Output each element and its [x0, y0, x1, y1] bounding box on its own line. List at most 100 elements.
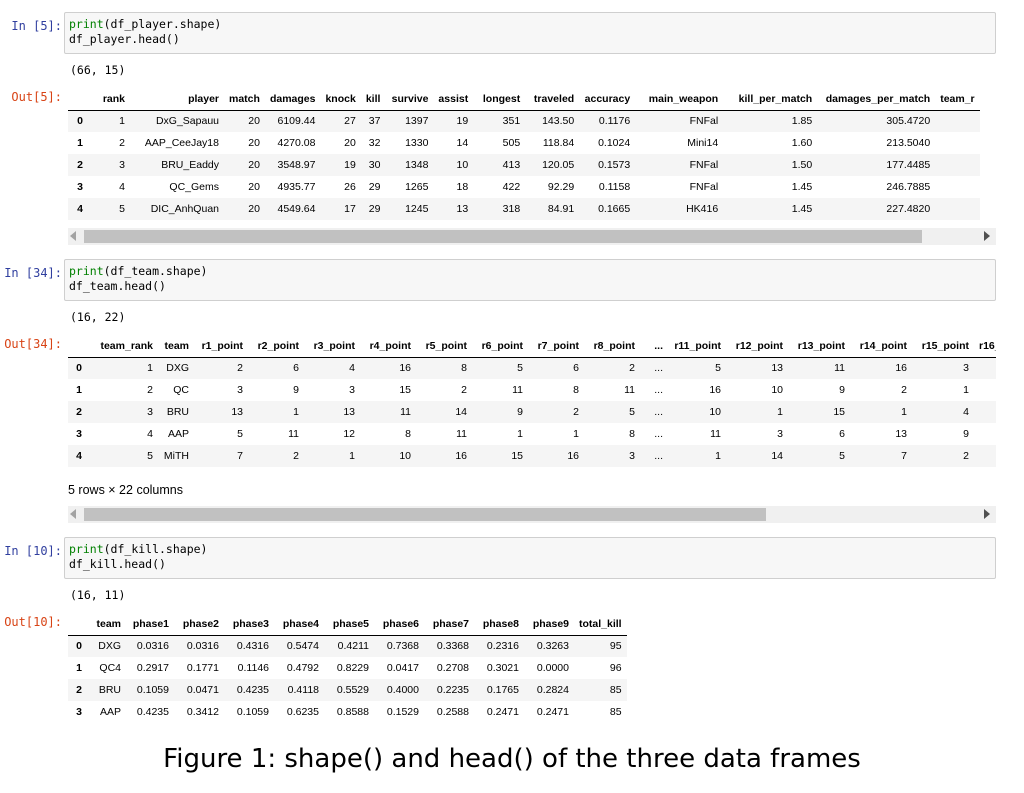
cell1-code-editor[interactable]: print(df_player.shape) df_player.head(): [64, 12, 996, 54]
column-header: phase3: [224, 613, 274, 636]
table-cell: 0.1158: [598, 181, 631, 193]
column-header: r13_point: [788, 335, 850, 358]
code-text: df_team.head(): [69, 279, 166, 293]
table-cell: 318: [502, 203, 521, 215]
table-header-row: team phase1 phase2 phase3 phase4 phase5 phase6…: [68, 613, 627, 636]
table-row: 2 3 BRU 13 1 13 11 14 9 2 5... 10 1 15 1 4: [68, 401, 996, 423]
column-header: longest: [473, 88, 526, 111]
table-cell: 351: [502, 115, 521, 128]
table-cell: 0.2316: [486, 640, 519, 653]
table-cell: 0.7368: [386, 640, 419, 653]
column-header: team: [158, 335, 194, 358]
triangle-right-icon[interactable]: [984, 509, 990, 519]
table-cell: 1: [573, 428, 579, 440]
table-cell: DxG_Sapauu: [155, 115, 219, 128]
cell2-output-prompt: Out[34]:: [4, 337, 62, 351]
table-cell: 19: [456, 115, 469, 128]
table-cell: 11: [288, 428, 299, 440]
cell2-horizontal-scrollbar[interactable]: [68, 506, 996, 523]
table-cell: 0.1024: [598, 137, 631, 149]
column-header: rank: [92, 88, 130, 111]
table-cell: 96: [609, 662, 622, 674]
table-cell: 0.8588: [336, 706, 369, 718]
table-cell: 9: [839, 384, 845, 396]
table-cell: 20: [248, 137, 260, 149]
table-cell: 7: [901, 450, 907, 462]
triangle-right-icon[interactable]: [984, 231, 990, 241]
table-cell: 1330: [405, 137, 429, 149]
table-cell: 0.2235: [436, 684, 469, 696]
row-index: 0: [76, 640, 82, 653]
column-header: total_kill: [574, 613, 627, 636]
table-cell: 0.1146: [237, 662, 269, 674]
table-cell: 0.3021: [486, 662, 519, 674]
table-cell: [935, 154, 979, 176]
column-header: phase7: [424, 613, 474, 636]
table-cell: 1: [777, 406, 783, 418]
table-cell: 3: [147, 406, 153, 418]
table-cell: 37: [368, 115, 381, 128]
cell3-stdout: (16, 11): [70, 588, 126, 602]
table-cell: 85: [609, 684, 622, 696]
table-cell: 92.29: [547, 181, 575, 193]
column-header: team_r: [935, 88, 980, 111]
scrollbar-thumb[interactable]: [84, 508, 766, 521]
table-cell: 0.0316: [186, 640, 219, 653]
table-row: 4 5 MiTH 7 2 1 10 16 15 16 3... 1 14 5 7 2: [68, 445, 996, 467]
column-header: kill: [360, 88, 386, 111]
table-cell: 16: [455, 450, 467, 462]
table-row: 2 3 BRU_Eaddy 20 3548.97 19 30 1348 10 413 120.05 0…: [68, 154, 980, 176]
code-text: (df_player.shape): [103, 17, 222, 31]
table-cell: 6: [839, 428, 845, 440]
table-cell: 10: [709, 406, 721, 418]
table-cell: 5: [715, 362, 721, 375]
column-header: accuracy: [579, 88, 636, 111]
table-cell: 29: [368, 203, 381, 215]
table-cell: 1: [715, 450, 721, 462]
table-cell: 422: [502, 181, 521, 193]
table-cell: DXG: [166, 362, 189, 375]
triangle-left-icon[interactable]: [70, 231, 76, 241]
table-row: 1 2 AAP_CeeJay18 20 4270.08 20 32 1330 14 505 118.…: [68, 132, 980, 154]
row-index: 4: [76, 450, 82, 462]
cell1-horizontal-scrollbar[interactable]: [68, 228, 996, 245]
table-cell: 13: [895, 428, 907, 440]
table-cell: 27: [344, 115, 356, 128]
column-header: match: [224, 88, 265, 111]
table-row: 3 4 AAP 5 11 12 8 11 1 1 8... 11 3 6 13 9: [68, 423, 996, 445]
table-cell: 1.50: [791, 159, 813, 171]
code-text: df_kill.head(): [69, 557, 166, 571]
cell3-code-editor[interactable]: print(df_kill.shape) df_kill.head(): [64, 537, 996, 579]
table-cell: 13: [771, 362, 783, 375]
table-cell: 0.4235: [136, 706, 169, 718]
table-cell: 0.5529: [336, 684, 369, 696]
table-cell: 13: [343, 406, 355, 418]
cell3-input-prompt: In [10]:: [4, 544, 62, 558]
table-cell: AAP: [99, 706, 121, 718]
table-cell: 4549.64: [277, 203, 316, 215]
row-index: 4: [77, 203, 83, 215]
table-cell: 10: [399, 450, 411, 462]
table-cell: 15: [399, 384, 411, 396]
table-cell: 12: [343, 428, 355, 440]
table-cell: 16: [709, 384, 721, 396]
column-header: phase5: [324, 613, 374, 636]
table-cell: 0.2588: [436, 706, 469, 718]
row-index: 2: [76, 684, 82, 696]
table-cell: BRU: [166, 406, 189, 418]
table-row: 3 AAP 0.4235 0.3412 0.1059 0.6235 0.8588 0.1529…: [68, 701, 627, 723]
table-cell: 120.05: [542, 159, 575, 171]
column-header: ...: [640, 335, 668, 358]
scrollbar-thumb[interactable]: [84, 230, 922, 243]
table-cell: [935, 132, 979, 154]
column-header: traveled: [525, 88, 580, 111]
table-cell: 30: [368, 159, 381, 171]
triangle-left-icon[interactable]: [70, 509, 76, 519]
column-header: r4_point: [360, 335, 416, 358]
table-cell: QC: [173, 384, 189, 396]
table-cell: 227.4820: [886, 203, 931, 215]
cell2-code-editor[interactable]: print(df_team.shape) df_team.head(): [64, 259, 996, 301]
table-cell: 26: [344, 181, 356, 193]
table-cell: 5: [119, 203, 125, 215]
df-kill-table: team phase1 phase2 phase3 phase4 phase5 phase6…: [68, 613, 627, 723]
